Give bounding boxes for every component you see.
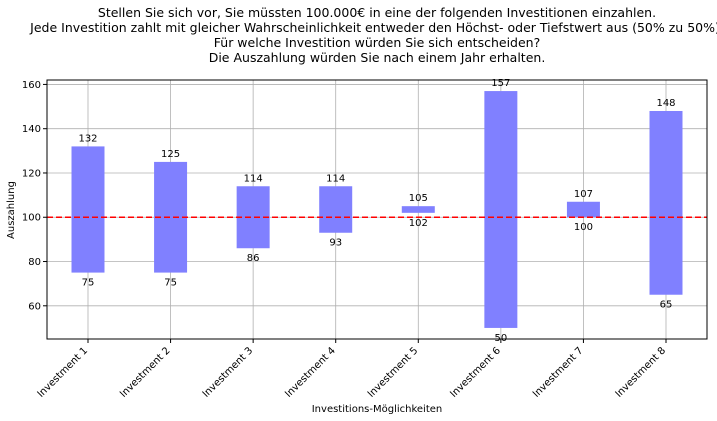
y-axis: 60 80 100 120 140 160 <box>22 80 47 312</box>
data-label-high: 148 <box>656 98 675 109</box>
data-label-high: 114 <box>244 173 263 184</box>
data-label-high: 125 <box>161 149 180 160</box>
y-tick-label: 120 <box>22 168 41 179</box>
chart-title-line-3: Für welche Investition würden Sie sich e… <box>214 35 540 50</box>
data-label-high: 105 <box>409 193 428 204</box>
x-tick-label: Investment 7 <box>531 345 586 400</box>
data-label-low: 102 <box>409 218 428 229</box>
bar <box>71 146 105 273</box>
data-label-high: 114 <box>326 173 345 184</box>
data-label-high: 157 <box>491 78 510 89</box>
y-tick-label: 100 <box>22 213 41 224</box>
y-tick-label: 60 <box>28 301 41 312</box>
bar <box>401 206 435 213</box>
y-tick-label: 80 <box>28 257 41 268</box>
grid-lines <box>47 80 707 339</box>
data-label-low: 50 <box>494 333 507 344</box>
bars <box>71 91 683 328</box>
chart-title-line-2: Jede Investition zahlt mit gleicher Wahr… <box>29 20 717 35</box>
data-label-low: 75 <box>82 278 95 289</box>
bar <box>649 110 683 295</box>
y-tick-label: 160 <box>22 80 41 91</box>
data-label-low: 65 <box>660 300 673 311</box>
x-tick-label: Investment 3 <box>201 345 256 400</box>
chart-title-line-4: Die Auszahlung würden Sie nach einem Jah… <box>209 50 546 65</box>
data-labels: 132 75 125 75 114 86 114 93 105 102 157 50 107 100 148… <box>78 78 675 344</box>
bar <box>484 91 518 328</box>
y-tick-label: 140 <box>22 124 41 135</box>
data-label-low: 93 <box>329 238 342 249</box>
x-tick-label: Investment 8 <box>614 345 669 400</box>
data-label-low: 86 <box>247 253 260 264</box>
chart-title-line-1: Stellen Sie sich vor, Sie müssten 100.00… <box>98 5 656 20</box>
data-label-low: 100 <box>574 222 593 233</box>
data-label-high: 132 <box>78 133 97 144</box>
bar <box>566 201 600 218</box>
y-axis-label: Auszahlung <box>6 181 17 239</box>
x-axis: Investment 1 Investment 2 Investment 3 Inve… <box>36 339 669 400</box>
x-tick-label: Investment 5 <box>366 345 421 400</box>
x-tick-label: Investment 4 <box>283 345 338 400</box>
x-axis-label: Investitions-Möglichkeiten <box>312 404 443 415</box>
plot-frame <box>46 79 708 340</box>
x-tick-label: Investment 2 <box>118 345 173 400</box>
x-tick-label: Investment 6 <box>448 345 503 400</box>
bar <box>319 186 353 233</box>
data-label-high: 107 <box>574 189 593 200</box>
x-tick-label: Investment 1 <box>36 345 91 400</box>
data-label-low: 75 <box>164 278 177 289</box>
